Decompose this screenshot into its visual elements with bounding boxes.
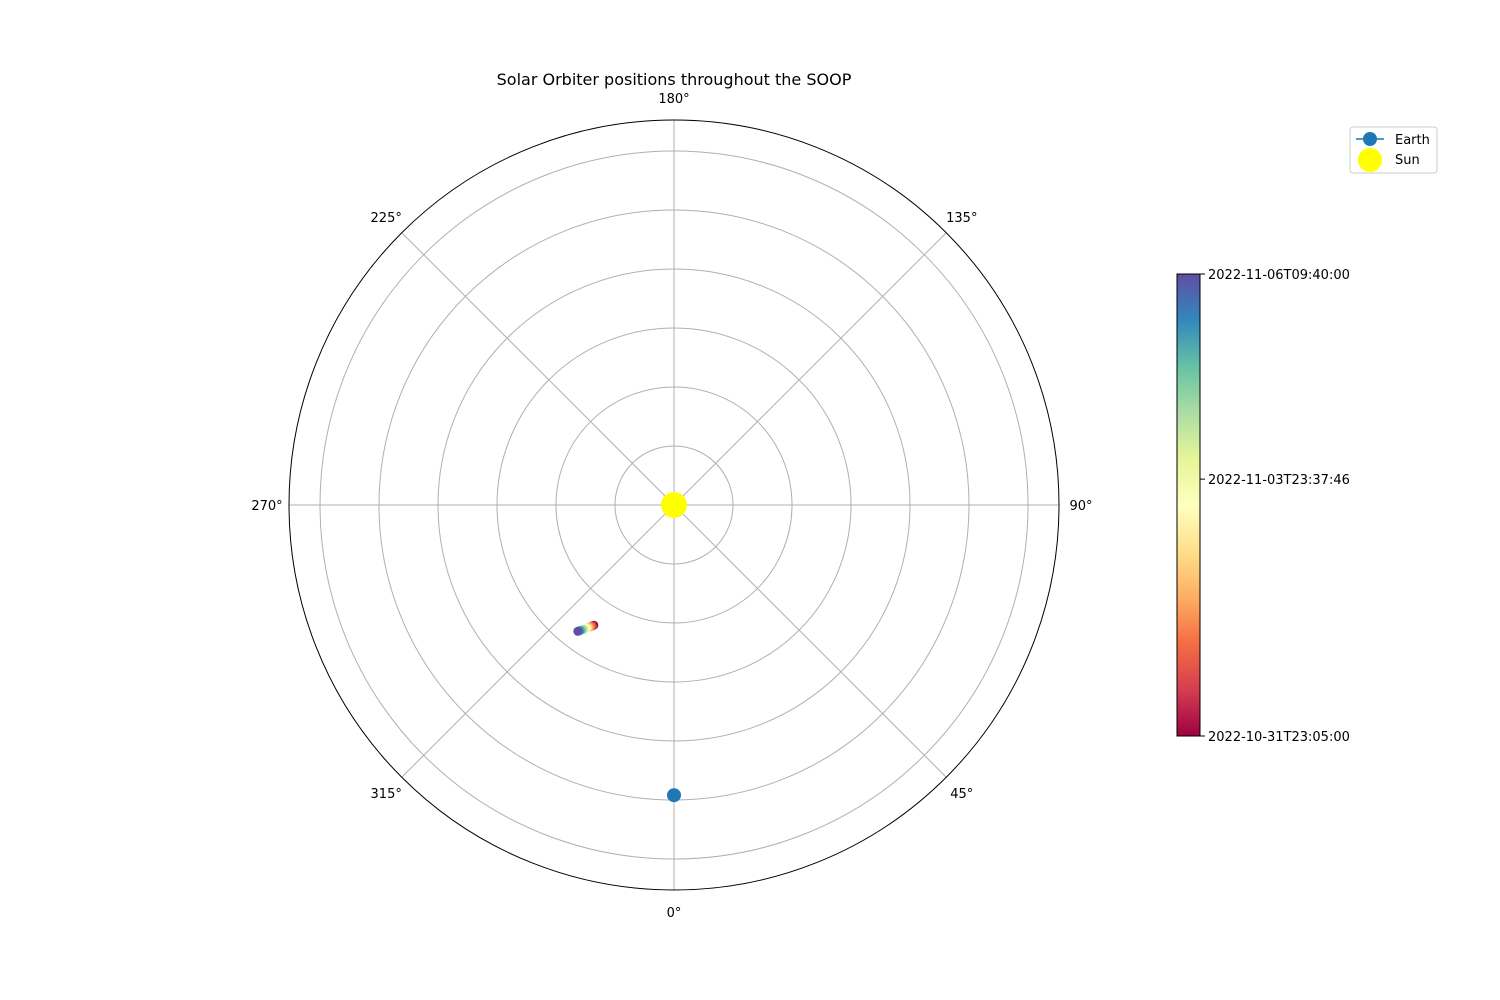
legend-earth-label: Earth — [1395, 133, 1430, 148]
colorbar-tick-label: 2022-11-03T23:37:46 — [1208, 473, 1350, 488]
colorbar: 2022-10-31T23:05:00 2022-11-03T23:37:46 20… — [1176, 268, 1350, 745]
theta-tick-label: 45° — [950, 787, 973, 802]
colorbar-gradient — [1176, 273, 1201, 737]
polar-grid — [288, 119, 1060, 891]
legend: Earth Sun — [1349, 126, 1438, 174]
earth-marker — [667, 788, 681, 803]
theta-tick-label: 0° — [667, 906, 682, 921]
theta-tick-label: 225° — [371, 211, 402, 226]
solar-orbiter-position-point — [573, 626, 583, 636]
colorbar-tick-label: 2022-10-31T23:05:00 — [1208, 730, 1350, 745]
angular-gridline — [673, 504, 947, 778]
legend-earth-marker — [1363, 132, 1377, 146]
sun-marker — [661, 492, 687, 518]
theta-tick-label: 315° — [371, 787, 402, 802]
angular-gridline — [673, 232, 947, 506]
polar-frame — [288, 119, 1060, 891]
theta-tick-label: 180° — [658, 92, 689, 107]
angular-gridline — [401, 504, 675, 778]
chart-title: Solar Orbiter positions throughout the S… — [497, 70, 852, 89]
theta-tick-labels: 0° 45° 90° 135° 180° 225° 270° 315° — [251, 92, 1092, 921]
angular-gridline — [401, 232, 675, 506]
theta-tick-label: 135° — [946, 211, 977, 226]
theta-tick-label: 90° — [1069, 499, 1092, 514]
colorbar-ticks: 2022-10-31T23:05:00 2022-11-03T23:37:46 20… — [1200, 268, 1350, 745]
theta-tick-label: 270° — [251, 499, 282, 514]
legend-sun-label: Sun — [1395, 153, 1420, 168]
legend-sun-marker — [1358, 148, 1382, 172]
plot-marks — [573, 492, 687, 803]
colorbar-tick-label: 2022-11-06T09:40:00 — [1208, 268, 1350, 283]
